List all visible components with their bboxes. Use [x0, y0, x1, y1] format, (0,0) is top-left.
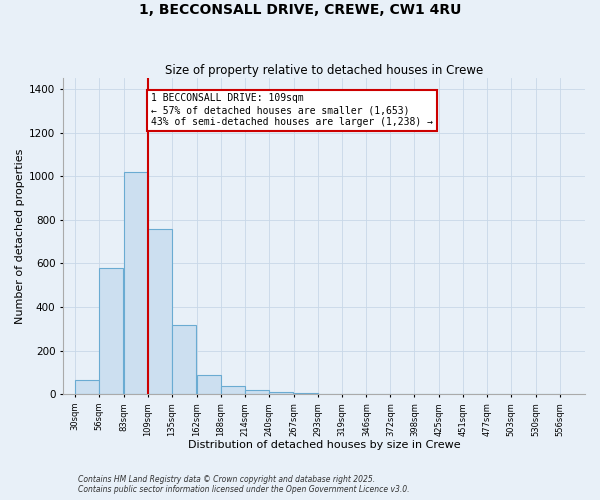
Text: 1 BECCONSALL DRIVE: 109sqm
← 57% of detached houses are smaller (1,653)
43% of s: 1 BECCONSALL DRIVE: 109sqm ← 57% of deta…: [151, 94, 433, 126]
Bar: [75, 380, 99, 394]
Bar: [148, 228, 172, 394]
Bar: [269, 392, 293, 394]
X-axis label: Distribution of detached houses by size in Crewe: Distribution of detached houses by size …: [188, 440, 460, 450]
Title: Size of property relative to detached houses in Crewe: Size of property relative to detached ho…: [165, 64, 483, 77]
Bar: [124, 172, 148, 394]
Bar: [293, 393, 317, 394]
Text: 1, BECCONSALL DRIVE, CREWE, CW1 4RU: 1, BECCONSALL DRIVE, CREWE, CW1 4RU: [139, 2, 461, 16]
Text: Contains HM Land Registry data © Crown copyright and database right 2025.
Contai: Contains HM Land Registry data © Crown c…: [78, 474, 409, 494]
Y-axis label: Number of detached properties: Number of detached properties: [15, 148, 25, 324]
Bar: [172, 324, 196, 394]
Bar: [245, 390, 269, 394]
Bar: [99, 268, 123, 394]
Bar: [221, 386, 245, 394]
Bar: [197, 374, 221, 394]
